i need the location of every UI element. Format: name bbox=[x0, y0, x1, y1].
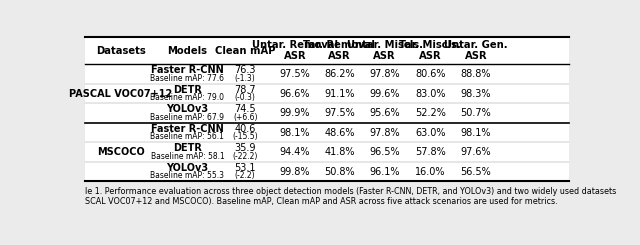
Text: 99.8%: 99.8% bbox=[280, 167, 310, 176]
Text: Faster R-CNN: Faster R-CNN bbox=[151, 124, 224, 134]
Text: Untar. Miscls.
ASR: Untar. Miscls. ASR bbox=[346, 40, 422, 61]
Text: 48.6%: 48.6% bbox=[324, 128, 355, 137]
Text: 78.7: 78.7 bbox=[234, 85, 256, 95]
Text: 98.1%: 98.1% bbox=[461, 128, 492, 137]
Text: 86.2%: 86.2% bbox=[324, 69, 355, 79]
Text: Tar. Removal
ASR: Tar. Removal ASR bbox=[303, 40, 375, 61]
Text: Tar. Miscls.
ASR: Tar. Miscls. ASR bbox=[399, 40, 461, 61]
Text: Models: Models bbox=[168, 46, 207, 56]
Text: Baseline mAP: 77.6: Baseline mAP: 77.6 bbox=[150, 74, 225, 83]
Text: 80.6%: 80.6% bbox=[415, 69, 445, 79]
Text: 97.5%: 97.5% bbox=[280, 69, 310, 79]
Text: DETR: DETR bbox=[173, 143, 202, 153]
Text: 96.1%: 96.1% bbox=[369, 167, 400, 176]
Text: Faster R-CNN: Faster R-CNN bbox=[151, 65, 224, 75]
Text: 97.6%: 97.6% bbox=[461, 147, 492, 157]
Text: 52.2%: 52.2% bbox=[415, 108, 445, 118]
Text: 63.0%: 63.0% bbox=[415, 128, 445, 137]
Text: (-2.2): (-2.2) bbox=[235, 171, 255, 180]
Text: 95.6%: 95.6% bbox=[369, 108, 400, 118]
Text: MSCOCO: MSCOCO bbox=[97, 147, 145, 157]
Text: 98.3%: 98.3% bbox=[461, 88, 492, 98]
Text: 76.3: 76.3 bbox=[234, 65, 256, 75]
Text: YOLOv3: YOLOv3 bbox=[166, 163, 209, 173]
Text: 53.1: 53.1 bbox=[234, 163, 256, 173]
Text: Clean mAP: Clean mAP bbox=[215, 46, 275, 56]
Text: 98.1%: 98.1% bbox=[280, 128, 310, 137]
Text: Baseline mAP: 56.1: Baseline mAP: 56.1 bbox=[150, 132, 225, 141]
Text: 96.5%: 96.5% bbox=[369, 147, 400, 157]
Text: YOLOv3: YOLOv3 bbox=[166, 104, 209, 114]
Text: 94.4%: 94.4% bbox=[280, 147, 310, 157]
Text: 56.5%: 56.5% bbox=[461, 167, 492, 176]
Text: PASCAL VOC07+12: PASCAL VOC07+12 bbox=[69, 88, 173, 98]
Text: 97.5%: 97.5% bbox=[324, 108, 355, 118]
Text: 96.6%: 96.6% bbox=[280, 88, 310, 98]
Text: (-15.5): (-15.5) bbox=[232, 132, 258, 141]
Text: 83.0%: 83.0% bbox=[415, 88, 445, 98]
Text: Datasets: Datasets bbox=[96, 46, 146, 56]
Text: 99.9%: 99.9% bbox=[280, 108, 310, 118]
Text: (-1.3): (-1.3) bbox=[235, 74, 255, 83]
Text: 35.9: 35.9 bbox=[234, 143, 256, 153]
Text: Baseline mAP: 58.1: Baseline mAP: 58.1 bbox=[150, 152, 224, 161]
Text: Untar. Gen.
ASR: Untar. Gen. ASR bbox=[444, 40, 508, 61]
Text: 50.8%: 50.8% bbox=[324, 167, 355, 176]
Text: 99.6%: 99.6% bbox=[369, 88, 400, 98]
Text: 16.0%: 16.0% bbox=[415, 167, 445, 176]
Text: 57.8%: 57.8% bbox=[415, 147, 445, 157]
Text: 88.8%: 88.8% bbox=[461, 69, 492, 79]
Text: 50.7%: 50.7% bbox=[461, 108, 492, 118]
Text: 97.8%: 97.8% bbox=[369, 69, 400, 79]
Text: (+6.6): (+6.6) bbox=[233, 113, 257, 122]
Text: Baseline mAP: 79.0: Baseline mAP: 79.0 bbox=[150, 93, 225, 102]
Bar bbox=[85, 37, 568, 181]
Text: Baseline mAP: 67.9: Baseline mAP: 67.9 bbox=[150, 113, 225, 122]
Text: le 1. Performance evaluation across three object detection models (Faster R-CNN,: le 1. Performance evaluation across thre… bbox=[85, 187, 616, 206]
Text: (-0.3): (-0.3) bbox=[235, 93, 255, 102]
Text: 97.8%: 97.8% bbox=[369, 128, 400, 137]
Text: DETR: DETR bbox=[173, 85, 202, 95]
Text: Untar. Removal
ASR: Untar. Removal ASR bbox=[252, 40, 338, 61]
Text: 40.6: 40.6 bbox=[234, 124, 256, 134]
Text: 41.8%: 41.8% bbox=[324, 147, 355, 157]
Text: (-22.2): (-22.2) bbox=[232, 152, 258, 161]
Text: 74.5: 74.5 bbox=[234, 104, 256, 114]
Text: Baseline mAP: 55.3: Baseline mAP: 55.3 bbox=[150, 171, 225, 180]
Text: 91.1%: 91.1% bbox=[324, 88, 355, 98]
